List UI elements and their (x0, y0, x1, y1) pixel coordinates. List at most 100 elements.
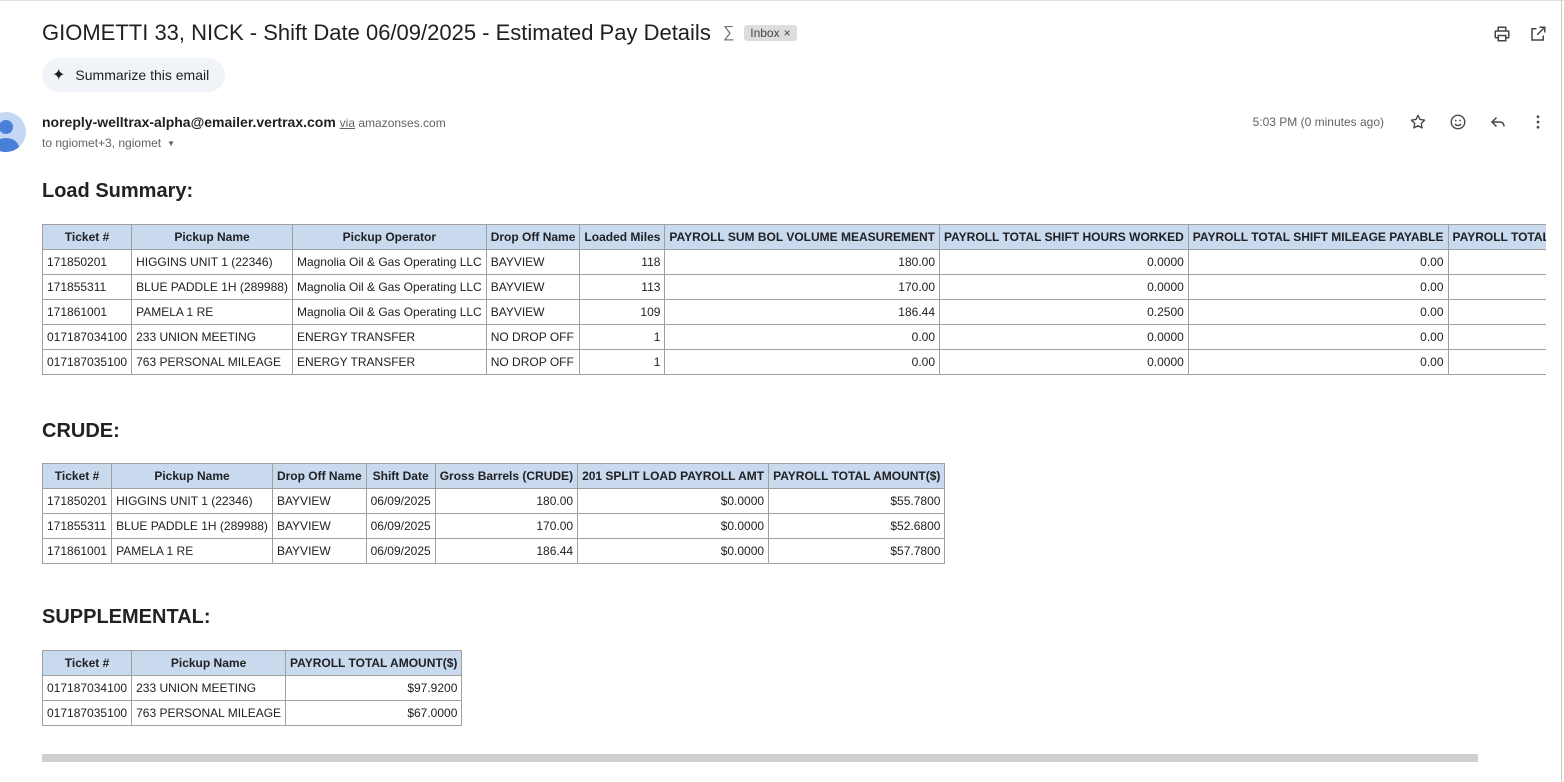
importance-marker-icon[interactable]: ∑ (722, 24, 735, 41)
table-cell: Magnolia Oil & Gas Operating LLC (291, 274, 487, 300)
table-cell: 017187035100 (41, 700, 133, 726)
star-icon[interactable] (1408, 112, 1428, 132)
column-header: PAYROLL TOTAL AMOUNT($) (285, 650, 463, 676)
sender-line: noreply-welltrax-alpha@emailer.vertrax.c… (42, 114, 446, 130)
supplemental-heading: SUPPLEMENTAL: (42, 606, 211, 628)
table-cell (1447, 299, 1546, 325)
table-cell: BAYVIEW (271, 513, 367, 539)
table-cell: 763 PERSONAL MILEAGE (131, 349, 293, 375)
table-cell: BAYVIEW (271, 488, 367, 514)
sender-avatar[interactable] (0, 112, 26, 152)
table-cell: 0.00 (1187, 274, 1449, 300)
table-cell: NO DROP OFF (485, 324, 581, 350)
table-cell: BAYVIEW (485, 274, 581, 300)
table-cell: 186.44 (664, 299, 940, 325)
table-cell: 0.00 (1187, 299, 1449, 325)
table-cell: 1 (579, 324, 666, 350)
emoji-reaction-icon[interactable] (1448, 112, 1468, 132)
column-header: Ticket # (42, 224, 133, 250)
table-cell: BAYVIEW (485, 299, 581, 325)
summarize-email-button[interactable]: ✦ Summarize this email (42, 58, 226, 92)
table-cell: 171861001 (41, 538, 113, 564)
column-header: 201 SPLIT LOAD PAYROLL AMT (577, 463, 770, 489)
table-cell: 180.00 (664, 249, 940, 275)
top-actions (1492, 24, 1548, 44)
open-in-new-window-icon[interactable] (1528, 24, 1548, 44)
reply-icon[interactable] (1488, 112, 1508, 132)
table-cell: $0.0000 (577, 488, 770, 514)
table-cell: 113 (579, 274, 666, 300)
inbox-label-text: Inbox (750, 26, 780, 40)
right-border (1561, 0, 1562, 782)
table-cell: 118 (579, 249, 666, 275)
table-cell: 171850201 (42, 249, 133, 275)
table-cell (1447, 274, 1546, 300)
table-row: 017187034100 233 UNION MEETING ENERGY TRAN… (42, 324, 1546, 350)
table-cell: HIGGINS UNIT 1 (22346) (131, 249, 293, 275)
table-cell: 1 (579, 349, 666, 375)
column-header: Drop Off Name (271, 463, 367, 489)
table-cell: 0.0000 (939, 349, 1189, 375)
column-header: Pickup Name (111, 463, 273, 489)
column-header: Ticket # (41, 463, 113, 489)
horizontal-scrollbar[interactable] (42, 754, 1478, 762)
summarize-label: Summarize this email (75, 67, 210, 83)
via-link[interactable]: via (339, 116, 356, 130)
load-summary-scroll-area[interactable]: Ticket # Pickup Name Pickup Operator Drop O… (42, 224, 1546, 382)
recipients-text: to ngiomet+3, ngiomet (42, 136, 162, 150)
column-header: PAYROLL SUM BOL VOLUME MEASUREMENT (664, 224, 940, 250)
table-cell: BLUE PADDLE 1H (289988) (131, 274, 293, 300)
inbox-label-chip[interactable]: Inbox × (744, 25, 797, 41)
table-cell: ENERGY TRANSFER (291, 349, 487, 375)
load-summary-heading: Load Summary: (42, 180, 194, 202)
table-cell: BAYVIEW (485, 249, 581, 275)
table-cell: $67.0000 (285, 700, 463, 726)
table-cell: 0.00 (1187, 324, 1449, 350)
table-cell: 017187034100 (41, 675, 133, 701)
table-header-row: Ticket # Pickup Name PAYROLL TOTAL AMOUNT(… (41, 650, 463, 676)
column-header: Drop Off Name (485, 224, 581, 250)
table-cell: PAMELA 1 RE (131, 299, 293, 325)
table-cell: 171850201 (41, 488, 113, 514)
column-header: Ticket # (41, 650, 133, 676)
recipients-line: to ngiomet+3, ngiomet ▼ (42, 136, 175, 150)
table-cell: 171861001 (42, 299, 133, 325)
remove-label-icon[interactable]: × (783, 26, 791, 40)
table-cell: 0.0000 (939, 274, 1189, 300)
table-cell: 233 UNION MEETING (131, 675, 287, 701)
show-details-icon[interactable]: ▼ (167, 138, 175, 148)
column-header: Pickup Name (131, 650, 287, 676)
table-row: 171861001 PAMELA 1 RE BAYVIEW 06/09/2025 186… (41, 538, 946, 564)
table-cell: HIGGINS UNIT 1 (22346) (111, 488, 273, 514)
message-actions: 5:03 PM (0 minutes ago) (1253, 112, 1548, 132)
table-cell: $0.0000 (577, 538, 770, 564)
table-cell: $97.9200 (285, 675, 463, 701)
column-header: PAYROLL TOTAL SHIFT MILEAGE PAYABLE (1187, 224, 1449, 250)
table-cell: BAYVIEW (271, 538, 367, 564)
table-cell: 017187035100 (42, 349, 133, 375)
table-cell: BLUE PADDLE 1H (289988) (111, 513, 273, 539)
table-cell: 0.2500 (939, 299, 1189, 325)
table-cell: 0.00 (664, 349, 940, 375)
column-header: PAYROLL TOTAL SHIFT HOURS WORKED (939, 224, 1189, 250)
load-summary-table: Ticket # Pickup Name Pickup Operator Drop O… (42, 224, 1546, 375)
table-cell (1447, 249, 1546, 275)
table-cell: 186.44 (434, 538, 579, 564)
table-header-row: Ticket # Pickup Name Pickup Operator Drop O… (42, 224, 1546, 250)
more-options-icon[interactable] (1528, 112, 1548, 132)
table-row: 171861001 PAMELA 1 RE Magnolia Oil & Gas O… (42, 299, 1546, 325)
table-cell: 06/09/2025 (365, 538, 436, 564)
column-header: Pickup Operator (291, 224, 487, 250)
table-row: 171850201 HIGGINS UNIT 1 (22346) BAYVIEW 06… (41, 488, 946, 514)
table-cell: 0.00 (1187, 249, 1449, 275)
print-icon[interactable] (1492, 24, 1512, 44)
email-subject: GIOMETTI 33, NICK - Shift Date 06/09/202… (42, 20, 711, 45)
sparkle-icon: ✦ (52, 67, 66, 84)
sender-address[interactable]: noreply-welltrax-alpha@emailer.vertrax.c… (42, 114, 336, 130)
table-cell: 171855311 (42, 274, 133, 300)
table-cell: 06/09/2025 (365, 488, 436, 514)
table-cell: 180.00 (434, 488, 579, 514)
supplemental-table: Ticket # Pickup Name PAYROLL TOTAL AMOUNT(… (41, 650, 463, 726)
table-row: 017187034100 233 UNION MEETING $97.9200 (41, 675, 463, 701)
table-cell: Magnolia Oil & Gas Operating LLC (291, 249, 487, 275)
